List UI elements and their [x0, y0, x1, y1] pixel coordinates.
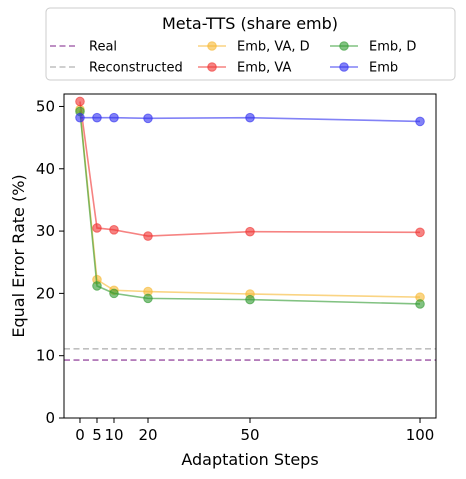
data-point-emb-0 [75, 112, 85, 123]
y-tick-label-50: 50 [36, 97, 55, 115]
legend-swatch-marker-emb-va-d [207, 41, 217, 51]
data-point-emb-d-50 [245, 294, 255, 305]
y-tick-label-10: 10 [36, 347, 55, 365]
data-point-emb-100 [415, 116, 425, 127]
legend-swatch-marker-emb-va [207, 62, 217, 72]
series-line-emb-va-d [79, 109, 421, 298]
x-tick-label-20: 20 [138, 426, 157, 444]
legend-label-emb-va-d: Emb, VA, D [237, 40, 310, 55]
legend-entry-real: Real [50, 40, 117, 55]
x-tick-label-100: 100 [406, 426, 435, 444]
data-point-emb-va-100 [415, 227, 425, 238]
data-point-emb-va-10 [109, 225, 119, 235]
series-line-emb-va [79, 101, 421, 237]
x-tick-label-0: 0 [75, 426, 85, 444]
y-tick-label-20: 20 [36, 284, 55, 302]
data-point-emb-d-10 [109, 288, 119, 299]
x-tick-label-5: 5 [92, 426, 102, 444]
legend-entry-emb-d: Emb, D [330, 40, 416, 55]
axes-frame [63, 93, 437, 419]
legend-entry-emb: Emb [330, 61, 398, 76]
legend-entries: Real Reconstructed Emb, VA, D Emb, VA Emb, D… [50, 40, 416, 76]
legend-label-reconstructed: Reconstructed [89, 61, 183, 76]
legend-entry-reconstructed: Reconstructed [50, 61, 183, 76]
data-point-emb-d-20 [143, 293, 153, 304]
data-point-emb-va-5 [92, 223, 102, 233]
legend-entry-emb-va-d: Emb, VA, D [198, 40, 310, 55]
data-point-emb-5 [92, 112, 102, 123]
legend-title: Meta-TTS (share emb) [162, 14, 338, 33]
legend-swatch-marker-emb-d [339, 41, 349, 51]
y-tick-label-30: 30 [36, 222, 55, 240]
data-point-emb-d-5 [92, 281, 102, 291]
y-tick-label-40: 40 [36, 160, 55, 178]
legend-label-emb-d: Emb, D [369, 40, 416, 55]
legend-entry-emb-va: Emb, VA [198, 61, 291, 76]
series-line-emb-d [79, 111, 421, 305]
data-point-emb-va-0 [75, 96, 85, 107]
y-tick-label-0: 0 [45, 409, 55, 427]
plot-area [64, 96, 436, 361]
y-axis-label: Equal Error Rate (%) [9, 174, 28, 337]
legend-label-emb: Emb [369, 61, 398, 76]
x-axis-label: Adaptation Steps [181, 450, 318, 469]
data-point-emb-20 [143, 113, 153, 124]
data-point-emb-d-100 [415, 299, 425, 309]
legend-frame [45, 7, 456, 81]
legend-label-real: Real [89, 40, 117, 55]
legend: Meta-TTS (share emb) Real Reconstructed Em… [45, 7, 456, 81]
x-tick-label-10: 10 [104, 426, 123, 444]
x-tick-label-50: 50 [240, 426, 259, 444]
legend-swatch-marker-emb [339, 62, 349, 72]
legend-label-emb-va: Emb, VA [237, 61, 291, 76]
data-point-emb-va-20 [143, 231, 153, 241]
data-point-emb-50 [245, 112, 255, 123]
data-point-emb-va-50 [245, 226, 255, 237]
data-point-emb-10 [109, 112, 119, 123]
